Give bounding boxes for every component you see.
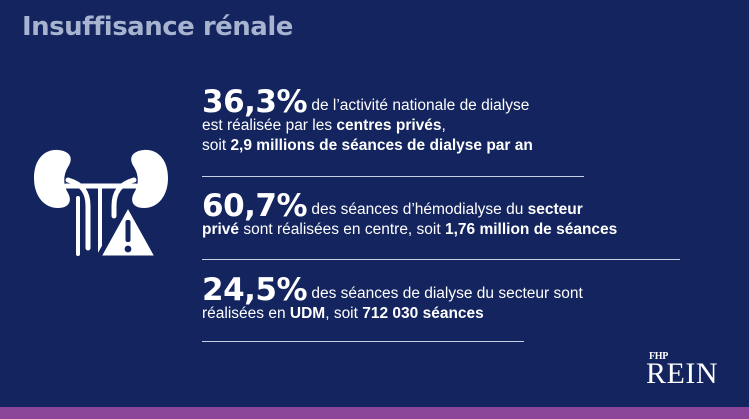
divider — [202, 341, 524, 342]
stat-text: de l’activité nationale de dialyse — [311, 97, 530, 114]
bottom-accent-band — [0, 407, 749, 419]
stat-text: des séances d’hémodialyse du — [311, 201, 528, 218]
logo-rein-text: REIN — [646, 357, 718, 390]
stat-text: sont réalisées en centre, soit — [239, 221, 445, 238]
fhp-rein-logo: FHP REIN — [646, 351, 730, 391]
stat-block-3: 24,5% des séances de dialyse du secteur … — [202, 275, 583, 324]
divider — [202, 176, 584, 177]
stat-text: , soit — [325, 305, 363, 322]
stat-highlight: 2,9 millions de séances de dialyse par a… — [230, 137, 533, 154]
stat-block-1: 36,3% de l’activité nationale de dialyse… — [202, 87, 533, 156]
stat-block-2: 60,7% des séances d’hémodialyse du secte… — [202, 191, 618, 240]
stat-highlight: 1,76 million de séances — [444, 221, 618, 238]
stat-text: réalisées en — [202, 305, 290, 322]
stat-value: 36,3% — [202, 84, 308, 120]
stat-highlight: privé — [202, 221, 240, 238]
stat-highlight: UDM — [289, 305, 326, 322]
kidneys-warning-icon — [34, 149, 168, 261]
logo-fhp-text: FHP — [649, 351, 669, 362]
stat-text: des séances de dialyse du secteur sont — [311, 285, 583, 302]
stat-text: est réalisée par les — [202, 117, 337, 134]
stat-text: , — [441, 117, 446, 134]
divider — [202, 259, 680, 260]
stat-text: soit — [202, 137, 231, 154]
page-title: Insuffisance rénale — [22, 12, 293, 42]
stat-value: 24,5% — [202, 272, 308, 308]
stat-highlight: secteur — [527, 201, 583, 218]
stat-highlight: 712 030 séances — [362, 305, 484, 322]
stat-highlight: centres privés — [336, 117, 442, 134]
stat-value: 60,7% — [202, 188, 308, 224]
